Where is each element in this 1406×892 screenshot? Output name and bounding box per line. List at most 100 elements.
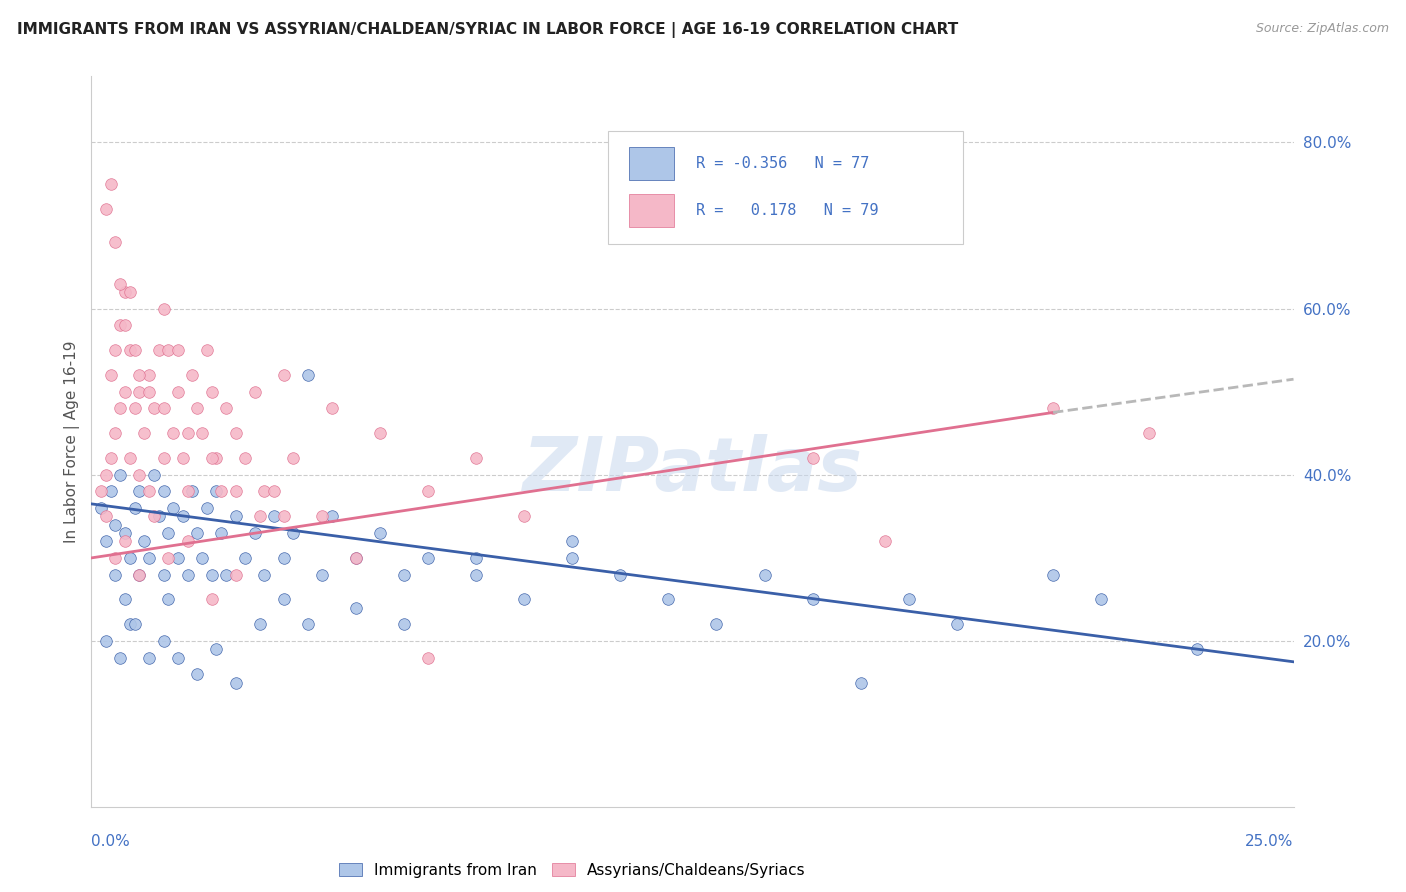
Point xyxy=(118,550,141,565)
Point xyxy=(128,567,150,582)
Point xyxy=(128,567,150,582)
Point xyxy=(249,509,271,524)
Point xyxy=(104,426,127,441)
Point xyxy=(416,550,439,565)
Point xyxy=(138,368,160,382)
Point xyxy=(195,501,218,516)
Y-axis label: In Labor Force | Age 16-19: In Labor Force | Age 16-19 xyxy=(65,340,80,543)
Point xyxy=(94,634,117,648)
Point xyxy=(368,426,391,441)
Point xyxy=(172,509,194,524)
Point xyxy=(114,384,136,399)
Point xyxy=(114,285,136,299)
Point xyxy=(104,517,127,532)
Point xyxy=(167,650,190,665)
Point xyxy=(205,642,228,657)
Point xyxy=(118,451,141,466)
Point xyxy=(465,451,488,466)
Point xyxy=(215,567,238,582)
Point xyxy=(321,509,343,524)
Point xyxy=(110,467,132,482)
Point xyxy=(209,484,232,499)
Point xyxy=(124,617,146,632)
Point xyxy=(946,617,969,632)
FancyBboxPatch shape xyxy=(609,130,963,244)
Point xyxy=(110,318,132,333)
Point xyxy=(142,509,165,524)
Point xyxy=(1187,642,1209,657)
Point xyxy=(249,617,271,632)
Legend: Immigrants from Iran, Assyrians/Chaldeans/Syriacs: Immigrants from Iran, Assyrians/Chaldean… xyxy=(333,856,811,884)
Point xyxy=(157,592,180,607)
Point xyxy=(416,484,439,499)
Point xyxy=(392,567,415,582)
Point xyxy=(263,509,285,524)
Point xyxy=(195,343,218,357)
Point xyxy=(186,667,208,681)
Point xyxy=(801,592,824,607)
Point xyxy=(801,451,824,466)
Point xyxy=(273,592,295,607)
Point xyxy=(1137,426,1160,441)
Point xyxy=(176,484,198,499)
Point xyxy=(167,550,190,565)
Point xyxy=(225,509,247,524)
Point xyxy=(513,509,536,524)
Point xyxy=(273,550,295,565)
Point xyxy=(263,484,285,499)
Point xyxy=(152,451,174,466)
Point xyxy=(128,368,150,382)
Point xyxy=(110,401,132,416)
Point xyxy=(873,534,896,549)
Point xyxy=(416,650,439,665)
Point xyxy=(104,567,127,582)
Point xyxy=(157,525,180,540)
Point xyxy=(176,567,198,582)
Text: 25.0%: 25.0% xyxy=(1246,834,1294,848)
Point xyxy=(100,177,122,191)
FancyBboxPatch shape xyxy=(628,147,675,180)
Point xyxy=(152,484,174,499)
Point xyxy=(114,534,136,549)
Point xyxy=(118,285,141,299)
Point xyxy=(321,401,343,416)
Text: ZIPatlas: ZIPatlas xyxy=(523,434,862,508)
Point xyxy=(209,525,232,540)
Point xyxy=(181,368,204,382)
Point xyxy=(706,617,728,632)
Point xyxy=(118,617,141,632)
Point xyxy=(152,567,174,582)
Point xyxy=(233,550,256,565)
Point xyxy=(152,401,174,416)
Point xyxy=(181,484,204,499)
Point xyxy=(90,501,112,516)
Point xyxy=(205,484,228,499)
Point xyxy=(201,567,224,582)
Point xyxy=(124,343,146,357)
Point xyxy=(142,401,165,416)
Point xyxy=(157,343,180,357)
Point xyxy=(561,550,583,565)
Point xyxy=(176,426,198,441)
Point xyxy=(344,600,367,615)
Point xyxy=(283,451,305,466)
Point xyxy=(1042,567,1064,582)
Point xyxy=(110,650,132,665)
Point xyxy=(114,318,136,333)
Point xyxy=(124,501,146,516)
Point xyxy=(176,534,198,549)
Point xyxy=(1042,401,1064,416)
Point xyxy=(128,384,150,399)
Point xyxy=(465,567,488,582)
Point xyxy=(657,592,679,607)
Point xyxy=(191,550,214,565)
Point xyxy=(138,384,160,399)
Point xyxy=(162,426,184,441)
Point xyxy=(243,525,266,540)
Point xyxy=(392,617,415,632)
Point xyxy=(100,451,122,466)
Point xyxy=(311,567,333,582)
Point xyxy=(243,384,266,399)
Point xyxy=(114,525,136,540)
Point xyxy=(225,567,247,582)
